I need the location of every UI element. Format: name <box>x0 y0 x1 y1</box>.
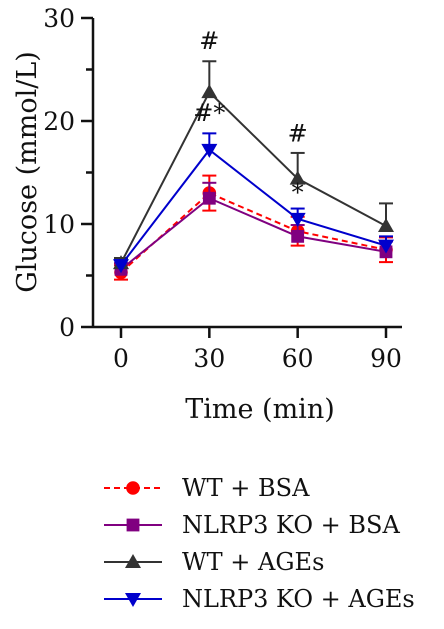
legend-label: NLRP3 KO + AGEs <box>182 585 415 613</box>
legend-marker <box>125 593 141 607</box>
x-tick-label: 90 <box>370 344 402 373</box>
x-tick-label: 30 <box>193 344 225 373</box>
y-tick-label: 20 <box>43 107 75 136</box>
legend-item: WT + BSA <box>104 474 310 502</box>
legend-item: NLRP3 KO + BSA <box>104 511 400 539</box>
data-point <box>378 239 394 254</box>
data-point <box>202 191 216 205</box>
y-axis-title: Glucose (mmol/L) <box>12 51 43 293</box>
significance-mark: # <box>288 120 308 148</box>
y-tick-label: 0 <box>59 313 75 342</box>
series-line <box>120 90 387 264</box>
series-1 <box>114 174 393 281</box>
legend-marker <box>126 481 140 495</box>
x-tick-label: 60 <box>282 344 314 373</box>
series-line <box>120 148 387 266</box>
significance-mark: * <box>292 178 304 206</box>
series-layer <box>113 60 394 281</box>
data-point <box>201 84 218 99</box>
y-axis: 0 10 20 30 <box>43 4 95 342</box>
significance-mark: # <box>199 27 219 55</box>
legend-label: NLRP3 KO + BSA <box>182 511 400 539</box>
data-point <box>378 218 394 233</box>
x-tick-label: 0 <box>113 344 129 373</box>
data-point <box>113 259 129 274</box>
legend-marker <box>126 518 140 532</box>
series-4 <box>113 132 394 274</box>
annotations: ##*#* <box>193 27 307 206</box>
data-point <box>291 229 305 243</box>
legend-label: WT + AGEs <box>182 548 324 576</box>
legend-label: WT + BSA <box>182 474 310 502</box>
data-point <box>289 212 306 227</box>
legend-marker <box>125 554 141 568</box>
legend-item: WT + AGEs <box>104 548 324 576</box>
y-tick-label: 10 <box>43 210 75 239</box>
series-line <box>120 197 387 271</box>
legend: WT + BSA NLRP3 KO + BSA WT + AGEs NLRP3 KO … <box>104 474 415 613</box>
significance-mark: #* <box>193 99 225 127</box>
data-point <box>201 143 218 158</box>
data-point <box>289 170 306 185</box>
x-axis: 0 30 60 90 <box>93 325 402 373</box>
series-3 <box>113 60 394 270</box>
series-line <box>120 191 387 274</box>
y-tick-label: 30 <box>43 4 75 33</box>
legend-item: NLRP3 KO + AGEs <box>104 585 415 613</box>
x-axis-title: Time (min) <box>185 394 335 425</box>
